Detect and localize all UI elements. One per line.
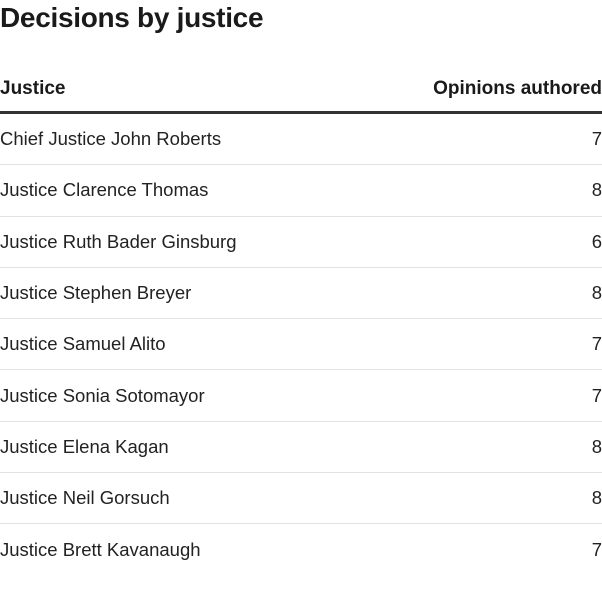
- justice-name: Justice Neil Gorsuch: [0, 487, 170, 509]
- column-header-justice: Justice: [0, 77, 66, 99]
- justice-name: Justice Stephen Breyer: [0, 282, 192, 304]
- decisions-table: Justice Opinions authored Chief Justice …: [0, 66, 602, 576]
- opinions-count: 7: [591, 539, 602, 561]
- page-title: Decisions by justice: [0, 2, 264, 33]
- table-row: Justice Brett Kavanaugh 7: [0, 524, 602, 575]
- justice-name: Justice Sonia Sotomayor: [0, 384, 205, 406]
- opinions-count: 7: [591, 128, 602, 150]
- opinions-count: 7: [591, 384, 602, 406]
- justice-name: Justice Elena Kagan: [0, 435, 169, 457]
- opinions-count: 8: [591, 435, 602, 457]
- table-row: Justice Samuel Alito 7: [0, 319, 602, 371]
- table-row: Justice Clarence Thomas 8: [0, 165, 602, 217]
- table-row: Justice Elena Kagan 8: [0, 422, 602, 474]
- opinions-count: 6: [591, 230, 602, 252]
- opinions-count: 8: [591, 282, 602, 304]
- table-row: Justice Stephen Breyer 8: [0, 268, 602, 320]
- table-row: Chief Justice John Roberts 7: [0, 114, 602, 166]
- justice-name: Justice Samuel Alito: [0, 333, 166, 355]
- opinions-count: 8: [591, 487, 602, 509]
- justice-name: Justice Brett Kavanaugh: [0, 539, 201, 561]
- table-row: Justice Sonia Sotomayor 7: [0, 370, 602, 422]
- justice-name: Chief Justice John Roberts: [0, 128, 222, 150]
- justice-name: Justice Ruth Bader Ginsburg: [0, 230, 237, 252]
- table-row: Justice Neil Gorsuch 8: [0, 473, 602, 525]
- table-header: Justice Opinions authored: [0, 66, 602, 114]
- opinions-count: 7: [591, 333, 602, 355]
- table-row: Justice Ruth Bader Ginsburg 6: [0, 217, 602, 268]
- opinions-count: 8: [591, 179, 602, 201]
- justice-name: Justice Clarence Thomas: [0, 179, 209, 201]
- column-header-opinions: Opinions authored: [433, 77, 602, 99]
